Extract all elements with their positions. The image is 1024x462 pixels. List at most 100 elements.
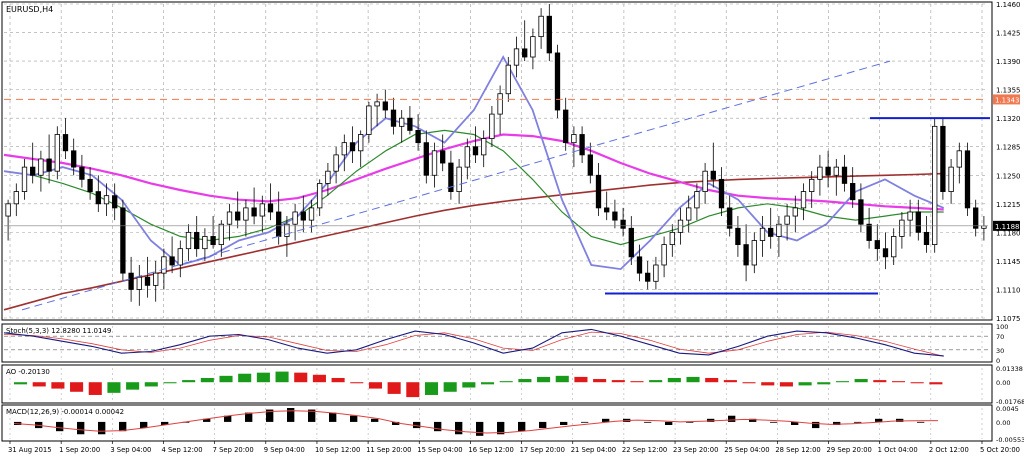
macd-histogram-bar	[896, 418, 904, 422]
awesome-oscillator-bar	[873, 380, 887, 383]
candle-body	[554, 52, 561, 111]
candle-body	[661, 244, 667, 266]
candle-body	[194, 231, 200, 250]
macd-histogram-bar	[560, 421, 568, 425]
candle-body	[981, 225, 987, 229]
candle-body	[809, 178, 815, 192]
candle-body	[628, 227, 634, 258]
candle-body	[153, 272, 159, 286]
candle-body	[169, 256, 175, 266]
time-tick-label: 15 Sep 04:00	[417, 446, 462, 454]
candle-body	[677, 219, 684, 233]
candle-body	[497, 93, 503, 115]
candle-body	[825, 166, 831, 176]
macd-histogram-bar	[917, 421, 925, 423]
candle-body	[776, 223, 782, 237]
macd-histogram-bar	[497, 421, 505, 435]
awesome-oscillator-bar	[200, 377, 214, 383]
candle-body	[21, 166, 28, 192]
time-tick-label: 5 Oct 20:00	[980, 446, 1020, 454]
macd-axis: 0.0045 0.00 -0.00553	[996, 405, 1024, 444]
price-tick-label: 1.1145	[996, 258, 1021, 266]
awesome-oscillator-bar	[686, 376, 700, 383]
macd-histogram-bar	[770, 421, 778, 423]
candle-body	[54, 134, 60, 172]
awesome-oscillator-bar	[443, 382, 457, 392]
price-grid	[4, 3, 988, 319]
time-tick-label: 25 Sep 04:00	[724, 446, 769, 454]
price-tick-label: 1.1215	[996, 201, 1021, 209]
awesome-oscillator-bar	[294, 372, 308, 383]
candle-body	[46, 158, 52, 172]
candle-body	[850, 183, 856, 201]
candle-body	[579, 134, 585, 156]
time-tick-label: 28 Sep 12:00	[775, 446, 820, 454]
time-tick-label: 1 Oct 04:00	[878, 446, 918, 454]
awesome-oscillator-bar	[256, 372, 270, 383]
awesome-oscillator-bar	[51, 382, 65, 389]
candle-body	[669, 231, 675, 245]
candle-body	[645, 272, 651, 282]
candle-body	[636, 256, 643, 274]
candle-body	[464, 146, 470, 168]
candle-body	[743, 244, 749, 266]
macd-histogram-bar	[266, 409, 274, 422]
macd-histogram-bar	[728, 415, 736, 422]
candle-body	[923, 231, 930, 245]
awesome-oscillator-bar	[555, 375, 569, 383]
awesome-oscillator-bar	[537, 376, 551, 383]
candle-body	[333, 154, 339, 172]
candle-body	[489, 113, 495, 139]
awesome-oscillator-label: AO -0.20130	[6, 368, 50, 376]
awesome-oscillator-bar	[182, 380, 196, 383]
candle-body	[325, 170, 331, 184]
awesome-oscillator-bar	[499, 381, 513, 383]
stochastic-tick-label: 0	[996, 357, 1000, 365]
stochastic-axis: 100 70 30 0	[996, 323, 1008, 365]
macd-histogram-bar	[602, 418, 610, 422]
awesome-oscillator-bar	[462, 382, 476, 388]
candle-body	[226, 211, 233, 225]
price-tick-label: 1.1180	[996, 229, 1021, 237]
candle-body	[308, 207, 315, 221]
awesome-oscillator-bar	[424, 382, 439, 395]
macd-histogram-bar	[581, 421, 589, 423]
ma-magenta-line	[3, 133, 944, 211]
macd-histogram-bar	[98, 421, 106, 435]
awesome-oscillator-pane-border	[1, 364, 993, 404]
candle-body	[448, 162, 454, 192]
candle-body	[136, 276, 142, 290]
macd-histogram-bar	[56, 421, 64, 432]
stochastic-label: Stoch(5,3,3) 12.8280 11.0149	[6, 327, 111, 335]
candle-body	[13, 191, 19, 205]
candle-body	[653, 264, 659, 282]
macd-histogram-bar	[308, 409, 316, 422]
candle-body	[251, 207, 257, 217]
macd-histogram-bar	[413, 421, 421, 429]
candle-body	[267, 203, 274, 213]
candle-body	[866, 223, 872, 241]
awesome-oscillator-bar	[910, 382, 924, 384]
price-tick-label: 1.1110	[996, 286, 1021, 294]
candle-body	[891, 236, 897, 258]
price-pane-border	[1, 1, 993, 321]
awesome-oscillator-bar	[238, 373, 252, 383]
awesome-oscillator-tick-label: -0.01768	[996, 398, 1024, 406]
awesome-oscillator-pane: AO -0.20130 0.01338 0.00 -0.01768	[1, 364, 1024, 406]
awesome-oscillator-bar	[891, 381, 906, 383]
macd-histogram-bar	[392, 421, 400, 425]
time-tick-label: 22 Sep 12:00	[622, 446, 667, 454]
candle-body	[907, 211, 913, 221]
price-tick-label: 1.1075	[996, 315, 1021, 323]
candle-body	[358, 134, 364, 152]
time-tick-label: 16 Sep 12:00	[468, 446, 513, 454]
candle-body	[38, 158, 44, 176]
awesome-oscillator-bar	[144, 382, 158, 387]
time-tick-label: 2 Oct 12:00	[929, 446, 969, 454]
awesome-oscillator-bar	[835, 381, 849, 383]
macd-signal-line	[13, 410, 939, 434]
candle-body	[399, 117, 405, 127]
awesome-oscillator-bar	[630, 381, 644, 383]
candle-body	[62, 134, 69, 152]
candles	[5, 4, 987, 306]
